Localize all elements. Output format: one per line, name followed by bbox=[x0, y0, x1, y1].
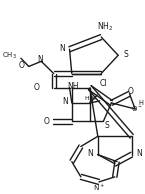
Text: Cl: Cl bbox=[100, 79, 107, 88]
Text: H: H bbox=[138, 100, 143, 106]
Text: O: O bbox=[19, 61, 25, 70]
Text: O: O bbox=[128, 87, 134, 96]
Text: H H: H H bbox=[85, 96, 96, 101]
Text: N: N bbox=[59, 44, 65, 53]
Text: S: S bbox=[124, 50, 129, 59]
Text: N$^+$: N$^+$ bbox=[93, 183, 105, 193]
Text: NH$_2$: NH$_2$ bbox=[97, 21, 113, 34]
Text: N: N bbox=[38, 55, 43, 64]
Text: O: O bbox=[43, 117, 49, 126]
Text: N: N bbox=[62, 97, 68, 106]
Text: O: O bbox=[33, 83, 39, 92]
Text: CH$_3$: CH$_3$ bbox=[2, 51, 17, 61]
Text: O$^-$: O$^-$ bbox=[131, 105, 143, 113]
Text: N: N bbox=[87, 149, 93, 158]
Text: N: N bbox=[136, 149, 142, 158]
Text: NH: NH bbox=[67, 82, 79, 91]
Text: S: S bbox=[105, 121, 109, 130]
